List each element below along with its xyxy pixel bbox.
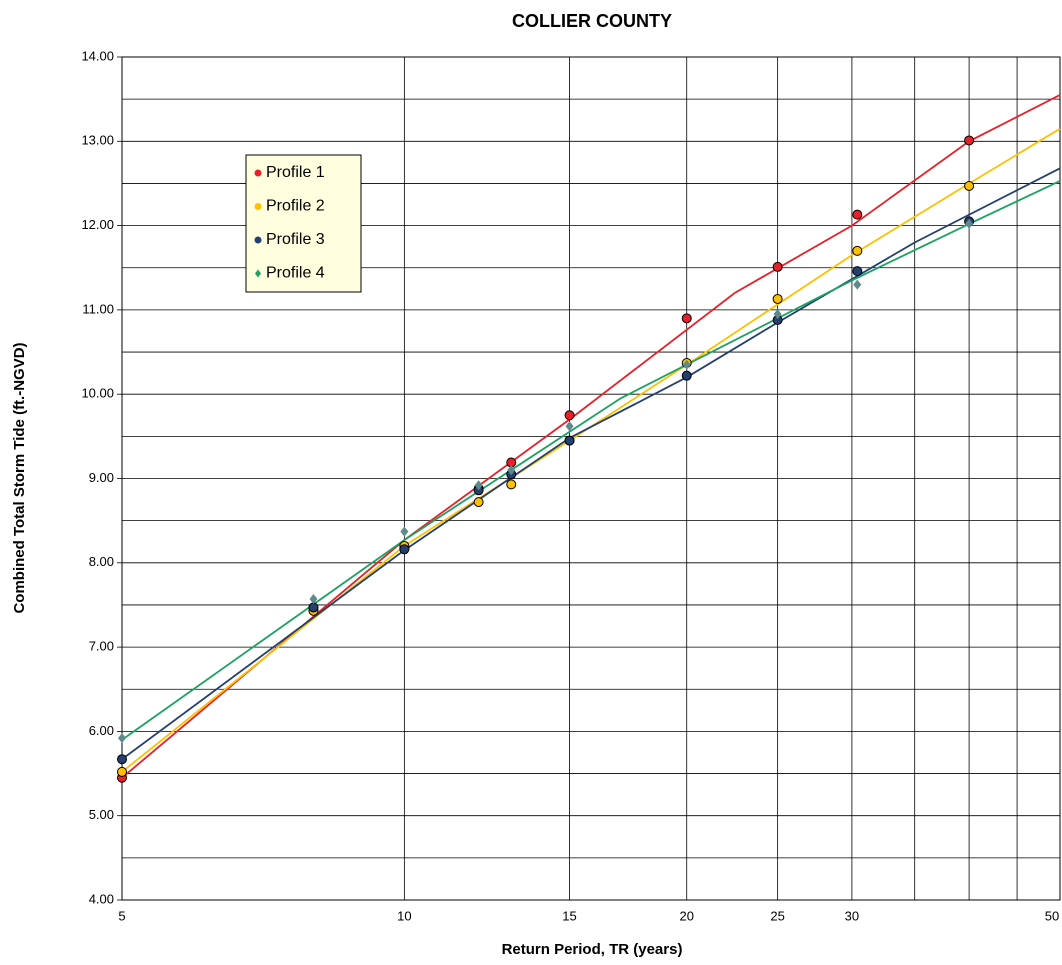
y-tick-label: 5.00: [89, 807, 114, 822]
point: [852, 245, 863, 256]
x-tick-label: 25: [770, 908, 784, 923]
legend-label: Profile 2: [266, 198, 325, 215]
x-tick-label: 20: [679, 908, 693, 923]
point: [308, 602, 319, 613]
point: [118, 733, 126, 744]
point: [506, 479, 517, 490]
legend-label: Profile 1: [266, 164, 325, 181]
point: [772, 261, 783, 272]
point: [565, 421, 574, 432]
chart-title: COLLIER COUNTY: [512, 11, 672, 31]
point: [964, 135, 975, 146]
legend-marker: [255, 269, 261, 278]
fit-line: [121, 94, 1061, 779]
y-tick-label: 9.00: [89, 470, 114, 485]
point: [852, 209, 863, 220]
point: [473, 497, 484, 508]
point: [400, 526, 409, 537]
point: [474, 480, 483, 491]
point: [399, 544, 410, 555]
point: [682, 359, 691, 370]
y-tick-label: 14.00: [81, 48, 114, 63]
point: [964, 180, 975, 191]
legend-marker: [254, 169, 262, 177]
x-tick-label: 10: [397, 908, 411, 923]
legend-label: Profile 4: [266, 265, 325, 282]
x-tick-label: 15: [562, 908, 576, 923]
x-axis-label: Return Period, TR (years): [502, 941, 683, 958]
x-tick-label: 30: [845, 908, 859, 923]
y-tick-label: 8.00: [89, 554, 114, 569]
x-tick-label: 5: [118, 908, 125, 923]
point: [117, 754, 127, 765]
y-axis-label: Combined Total Storm Tide (ft.-NGVD): [11, 342, 28, 613]
point: [564, 435, 575, 446]
point: [681, 370, 692, 381]
legend-box: [245, 154, 362, 293]
point: [564, 410, 575, 421]
point: [309, 594, 318, 605]
y-tick-label: 10.00: [81, 386, 114, 401]
y-tick-label: 11.00: [82, 301, 114, 316]
point: [965, 218, 974, 229]
point: [773, 309, 782, 320]
point: [772, 293, 783, 304]
y-tick-label: 6.00: [89, 723, 114, 738]
y-tick-label: 7.00: [89, 639, 114, 654]
legend-marker: [254, 203, 262, 210]
legend-marker: [254, 236, 262, 244]
point: [507, 465, 516, 476]
y-tick-label: 13.00: [81, 133, 114, 148]
point: [681, 313, 692, 324]
y-tick-label: 4.00: [89, 891, 114, 906]
y-tick-label: 12.00: [81, 217, 114, 232]
point: [117, 766, 127, 777]
point: [852, 266, 863, 277]
x-tick-label: 50: [1045, 908, 1059, 923]
point: [853, 279, 862, 290]
legend-label: Profile 3: [266, 231, 325, 248]
